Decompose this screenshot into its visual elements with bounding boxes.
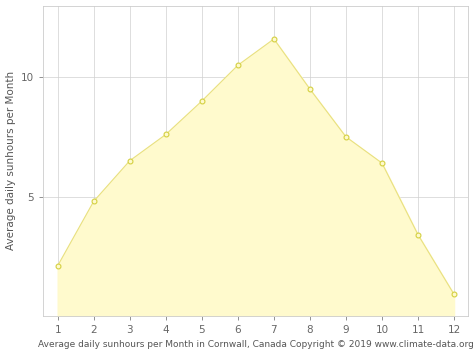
X-axis label: Average daily sunhours per Month in Cornwall, Canada Copyright © 2019 www.climat: Average daily sunhours per Month in Corn…	[38, 340, 474, 349]
Y-axis label: Average daily sunhours per Month: Average daily sunhours per Month	[6, 71, 16, 250]
